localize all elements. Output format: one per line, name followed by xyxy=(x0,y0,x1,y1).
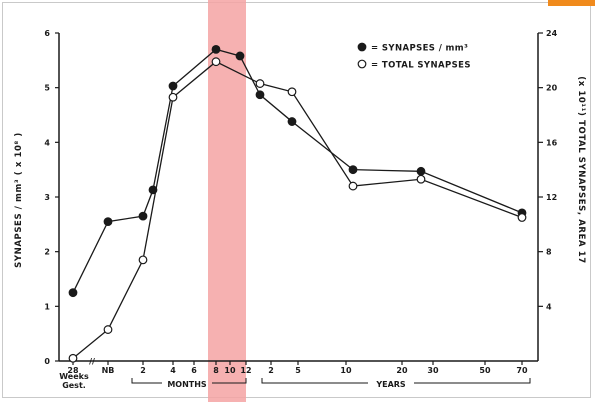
total-synapses-point xyxy=(68,353,78,363)
total-synapses-point xyxy=(211,57,221,67)
synapses-per-mm3-point xyxy=(287,117,297,126)
legend: = SYNAPSES / mm³ = TOTAL SYNAPSES xyxy=(357,42,471,71)
total-synapses-point xyxy=(287,87,297,97)
synapses-per-mm3-point xyxy=(348,165,358,175)
series-line xyxy=(72,48,523,293)
left-y-tick-label: 5 xyxy=(44,84,50,93)
right-y-axis-title: (x 10¹¹) TOTAL SYNAPSES, AREA 17 xyxy=(576,76,586,264)
synapses-per-mm3-point xyxy=(416,166,426,176)
synapses-per-mm3-point xyxy=(138,211,148,221)
total-synapses-point xyxy=(416,174,426,184)
x-tick-label: 4 xyxy=(170,366,176,375)
synapses-per-mm3-point xyxy=(255,90,265,100)
synapses-per-mm3-point xyxy=(211,45,221,54)
synapses-per-mm3-point xyxy=(235,51,245,61)
right-y-tick-label: 16 xyxy=(546,138,558,147)
right-y-ticks: 4 8 12 16 20 24 xyxy=(538,29,558,311)
synapses-per-mm3-point xyxy=(103,217,113,227)
left-y-tick-label: 4 xyxy=(44,138,50,147)
months-bracket xyxy=(131,378,247,384)
x-tick-label: 28 xyxy=(67,366,79,375)
x-tick-label: 12 xyxy=(240,366,251,375)
total-synapses-point xyxy=(517,213,527,222)
corner-tab xyxy=(548,0,595,6)
x-tick-label: 5 xyxy=(295,366,301,375)
gest-weeks-label: Weeks xyxy=(59,372,89,381)
synapses-per-mm3-point xyxy=(68,288,78,298)
left-y-tick-label: 0 xyxy=(44,357,50,366)
right-y-tick-label: 20 xyxy=(546,84,558,93)
x-tick-label: 2 xyxy=(268,366,274,375)
series-lines xyxy=(72,48,523,359)
legend-label-synapses-per-mm3: = SYNAPSES / mm³ xyxy=(371,44,468,54)
total-synapses-point xyxy=(255,79,265,88)
left-y-tick-label: 2 xyxy=(44,248,50,257)
left-y-tick-label: 3 xyxy=(44,193,50,202)
x-tick-label: 2 xyxy=(140,366,146,375)
x-ticks: 28 NB 2 4 6 8 10 12 2 5 10 20 30 50 70 xyxy=(67,361,528,375)
x-tick-label: 70 xyxy=(516,366,528,375)
x-tick-label: 10 xyxy=(340,366,352,375)
x-tick-label: 50 xyxy=(479,366,491,375)
x-tick-label: NB xyxy=(102,366,115,375)
years-group-label: YEARS xyxy=(375,380,406,389)
total-synapses-point xyxy=(348,181,358,191)
x-tick-label: 8 xyxy=(213,366,219,375)
legend-open-marker xyxy=(357,59,367,69)
series-points xyxy=(68,45,527,363)
right-y-tick-label: 24 xyxy=(546,29,558,38)
figure-frame xyxy=(2,2,591,398)
x-tick-label: 20 xyxy=(396,366,408,375)
legend-label-total-synapses: = TOTAL SYNAPSES xyxy=(371,61,471,71)
right-y-tick-label: 12 xyxy=(546,193,557,202)
synapses-per-mm3-point xyxy=(148,185,158,195)
left-y-axis-title: SYNAPSES / mm³ ( x 10⁸ ) xyxy=(14,132,24,268)
axis-break-mark: // xyxy=(89,357,95,366)
x-tick-label: 10 xyxy=(224,366,236,375)
left-y-tick-label: 6 xyxy=(44,29,50,38)
years-bracket xyxy=(261,378,531,384)
x-tick-label: 6 xyxy=(191,366,197,375)
left-y-ticks: 0 1 2 3 4 5 6 xyxy=(44,29,59,366)
total-synapses-point xyxy=(103,325,113,334)
total-synapses-point xyxy=(168,92,178,102)
legend-filled-marker xyxy=(357,42,367,52)
left-y-tick-label: 1 xyxy=(44,302,50,311)
gest-gest-label: Gest. xyxy=(62,381,86,390)
series-line xyxy=(72,60,523,359)
right-y-tick-label: 4 xyxy=(546,302,552,311)
synapses-per-mm3-point xyxy=(168,81,178,91)
total-synapses-point xyxy=(138,255,148,265)
months-group-label: MONTHS xyxy=(167,380,207,389)
x-tick-label: 30 xyxy=(427,366,439,375)
right-y-tick-label: 8 xyxy=(546,248,552,257)
